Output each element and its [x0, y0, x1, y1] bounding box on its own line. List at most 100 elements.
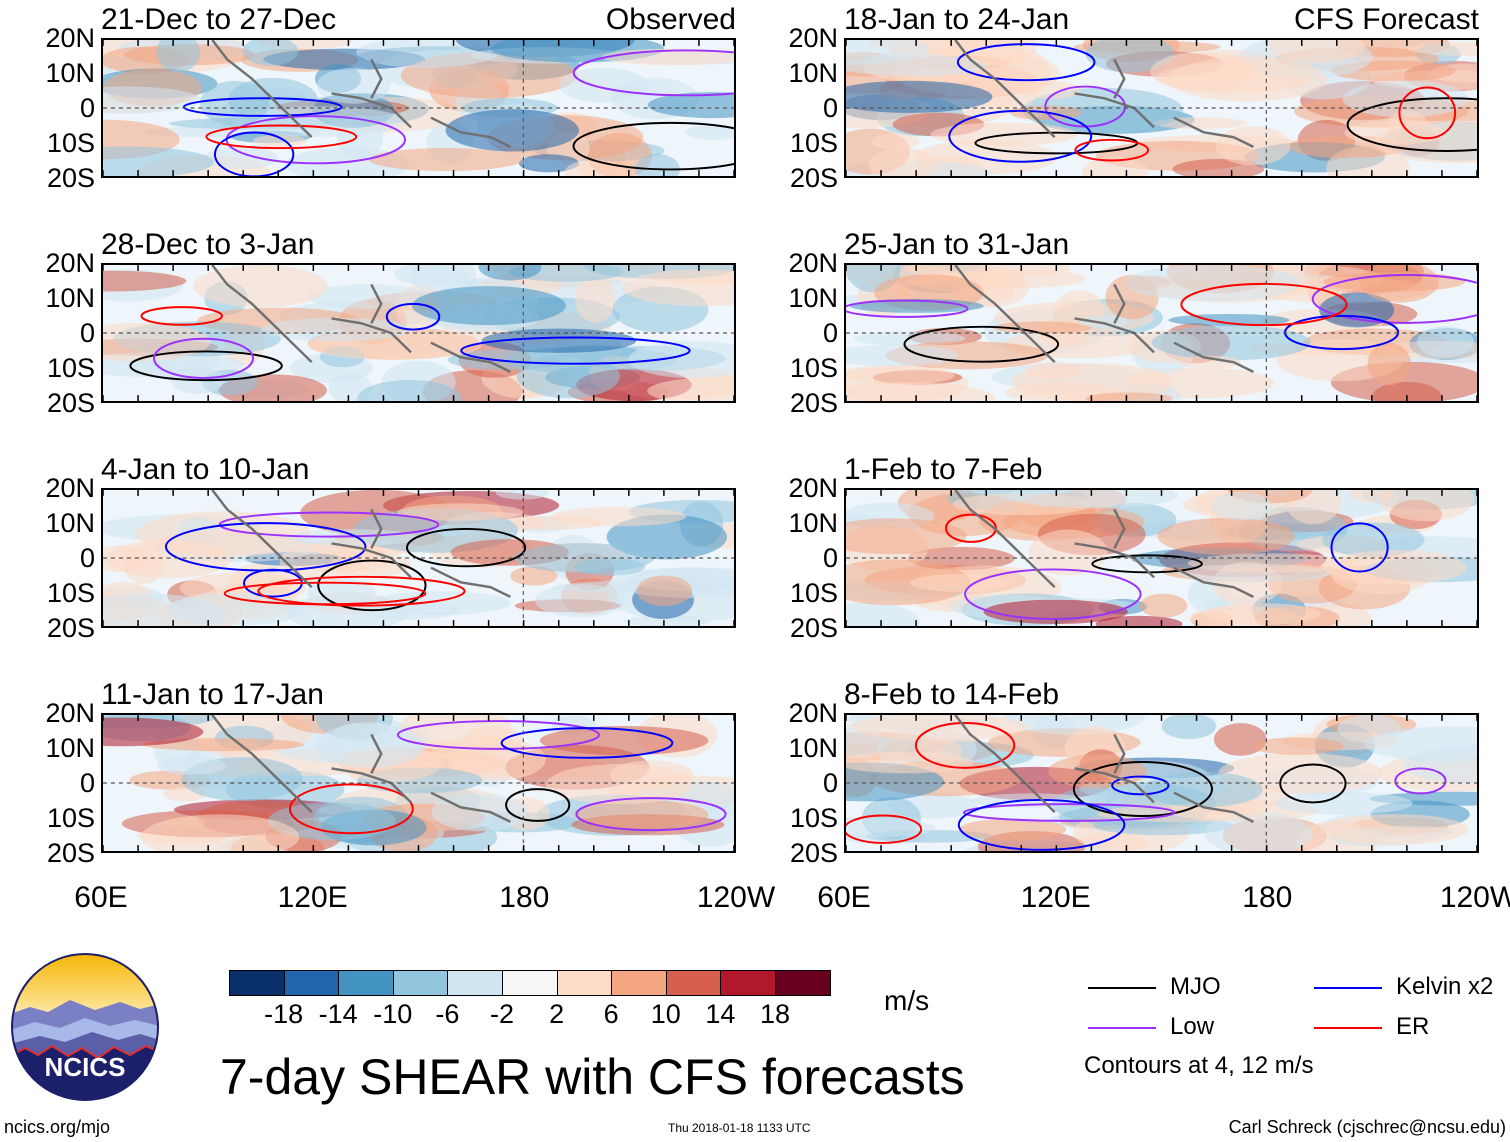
- contour-er: [205, 124, 358, 150]
- x-tick-label: 120E: [277, 881, 348, 914]
- y-tick-label: 10N: [45, 58, 95, 88]
- y-tick-label: 0: [822, 543, 838, 573]
- panel-title: 1-Feb to 7-Feb: [844, 453, 1043, 486]
- logo-text: NCICS: [45, 1052, 126, 1082]
- y-tick-label: 0: [822, 768, 838, 798]
- colorbar-swatch: [447, 970, 503, 996]
- colorbar-tick-label: -14: [318, 999, 358, 1029]
- y-tick-label: 10S: [46, 803, 95, 833]
- contour-note: Contours at 4, 12 m/s: [1084, 1052, 1314, 1079]
- shear-field: [846, 265, 1477, 401]
- contour-kelvin-x2: [500, 727, 674, 759]
- y-tick-label: 20S: [789, 613, 838, 643]
- panel-title: 8-Feb to 14-Feb: [844, 678, 1060, 711]
- contour-kelvin-x2: [182, 97, 343, 117]
- colorbar-swatch: [720, 970, 776, 996]
- colorbar-tick-label: -10: [373, 999, 413, 1029]
- legend-label: Low: [1170, 1013, 1215, 1040]
- footer-timestamp: Thu 2018-01-18 1133 UTC: [668, 1121, 811, 1135]
- legend-line-er: [1314, 1027, 1382, 1029]
- units-label: m/s: [884, 985, 930, 1016]
- x-tick-label: 120W: [1439, 881, 1510, 914]
- y-tick-label: 0: [79, 768, 95, 798]
- panel-title: 18-Jan to 24-Jan: [844, 3, 1070, 36]
- contour-kelvin-x2: [948, 109, 1093, 163]
- colorbar-swatch: [392, 970, 449, 996]
- x-tick-label: 180: [499, 881, 550, 914]
- contour-kelvin-x2: [385, 302, 441, 331]
- contour-kelvin-x2: [1111, 775, 1170, 796]
- y-tick-label: 20N: [45, 473, 95, 503]
- y-tick-label: 10N: [788, 733, 838, 763]
- contour-mjo: [903, 325, 1060, 363]
- legend-line-low: [1088, 1027, 1156, 1029]
- y-tick-label: 20N: [45, 698, 95, 728]
- y-tick-label: 10N: [45, 283, 95, 313]
- colorbar-swatch: [338, 970, 394, 996]
- y-tick-label: 20S: [46, 388, 95, 418]
- y-tick-label: 20S: [789, 163, 838, 193]
- y-tick-label: 10S: [789, 353, 838, 383]
- y-tick-label: 10S: [46, 128, 95, 158]
- panel-title: 11-Jan to 17-Jan: [101, 678, 324, 711]
- shear-field: [103, 265, 734, 401]
- y-tick-label: 0: [822, 93, 838, 123]
- y-tick-label: 0: [822, 318, 838, 348]
- contour-low: [962, 803, 1176, 822]
- colorbar-swatch: [283, 970, 340, 996]
- y-tick-label: 10S: [46, 353, 95, 383]
- y-tick-label: 20S: [789, 388, 838, 418]
- contour-low: [575, 797, 727, 832]
- shear-map-panel: [844, 713, 1479, 853]
- y-tick-label: 10S: [789, 578, 838, 608]
- contour-er: [140, 306, 223, 326]
- contour-kelvin-x2: [213, 131, 295, 176]
- contour-low: [846, 299, 969, 318]
- legend-label: MJO: [1170, 973, 1221, 1000]
- y-tick-label: 20N: [45, 23, 95, 53]
- colorbar-swatch: [502, 970, 558, 996]
- shear-map-panel: [101, 263, 736, 403]
- shear-map-panel: [101, 38, 736, 178]
- colorbar-swatch: [665, 970, 722, 996]
- contour-er: [846, 814, 923, 844]
- contour-kelvin-x2: [1330, 522, 1389, 573]
- panel-title: 25-Jan to 31-Jan: [844, 228, 1070, 261]
- panel-title: 21-Dec to 27-Dec: [101, 3, 337, 36]
- legend-label: ER: [1396, 1013, 1430, 1040]
- y-tick-label: 20N: [788, 248, 838, 278]
- colorbar-swatch: [229, 970, 285, 996]
- shear-field: [103, 715, 734, 851]
- contour-low: [1394, 767, 1447, 795]
- y-tick-label: 20N: [788, 473, 838, 503]
- footer-author: Carl Schreck (cjschrec@ncsu.edu): [1228, 1117, 1506, 1137]
- y-tick-label: 10S: [789, 803, 838, 833]
- legend-line-mjo: [1088, 987, 1156, 989]
- contour-low: [218, 511, 440, 538]
- y-tick-label: 0: [79, 93, 95, 123]
- contour-er: [288, 783, 414, 835]
- shear-field: [846, 715, 1477, 851]
- ncics-logo: NCICS: [10, 952, 160, 1102]
- column-label: CFS Forecast: [1293, 3, 1479, 36]
- contour-er: [1074, 138, 1150, 162]
- shear-field: [846, 40, 1477, 176]
- y-tick-label: 10S: [789, 128, 838, 158]
- panel-title: 28-Dec to 3-Jan: [101, 228, 315, 261]
- x-tick-label: 120E: [1020, 881, 1091, 914]
- shear-field: [846, 490, 1477, 626]
- colorbar-tick-label: -18: [264, 999, 304, 1029]
- x-tick-label: 180: [1242, 881, 1293, 914]
- colorbar-tick-label: -6: [435, 999, 460, 1029]
- x-tick-label: 60E: [74, 881, 128, 914]
- logo-graphic: NCICS: [11, 953, 159, 1101]
- y-tick-label: 20S: [789, 838, 838, 868]
- colorbar-swatch: [775, 970, 831, 996]
- footer-url[interactable]: ncics.org/mjo: [4, 1117, 111, 1137]
- y-tick-label: 20N: [45, 248, 95, 278]
- x-tick-label: 60E: [817, 881, 871, 914]
- y-tick-label: 20S: [46, 613, 95, 643]
- colorbar-tick-label: 2: [549, 999, 565, 1029]
- colorbar-tick-label: -2: [489, 999, 514, 1029]
- contour-er: [257, 575, 466, 607]
